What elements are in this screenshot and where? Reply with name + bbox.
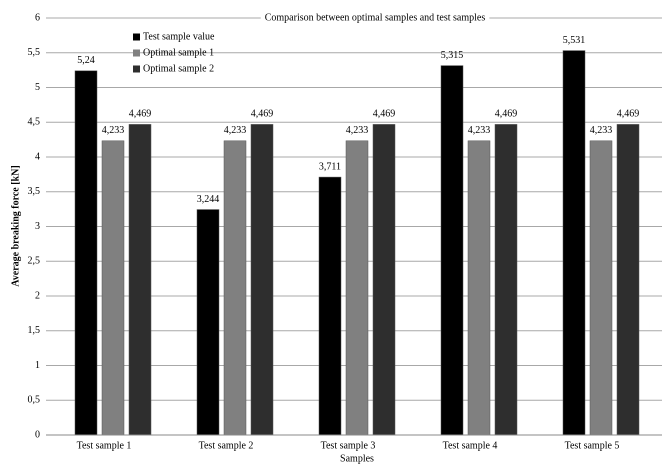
y-tick-label: 5 bbox=[35, 82, 40, 93]
y-tick-label: 1,5 bbox=[28, 325, 41, 336]
x-tick-label: Test sample 4 bbox=[443, 440, 498, 451]
bar bbox=[250, 124, 274, 436]
y-tick-label: 0,5 bbox=[28, 395, 41, 406]
y-tick-label: 0 bbox=[35, 429, 40, 440]
y-tick-label: 2,5 bbox=[28, 256, 41, 267]
bar bbox=[562, 50, 586, 436]
x-tick-label: Test sample 5 bbox=[565, 440, 620, 451]
x-axis-title: Samples bbox=[340, 453, 374, 464]
bar bbox=[223, 140, 247, 436]
value-label: 4,469 bbox=[617, 109, 640, 120]
bar bbox=[345, 140, 369, 436]
bar bbox=[318, 176, 342, 436]
y-axis-title: Average breaking force [kN] bbox=[10, 165, 21, 286]
bar bbox=[467, 140, 491, 436]
bar bbox=[74, 70, 98, 436]
y-tick-label: 3 bbox=[35, 221, 40, 232]
y-tick-label: 1 bbox=[35, 360, 40, 371]
value-label: 4,469 bbox=[495, 109, 518, 120]
bar bbox=[494, 124, 518, 436]
value-label: 3,711 bbox=[319, 161, 341, 172]
legend-label: Optimal sample 1 bbox=[143, 47, 214, 58]
value-label: 5,24 bbox=[77, 55, 95, 66]
value-label: 4,233 bbox=[224, 125, 247, 136]
bar bbox=[616, 124, 640, 436]
legend-marker bbox=[133, 49, 140, 57]
bar bbox=[101, 140, 125, 436]
value-label: 4,233 bbox=[102, 125, 125, 136]
y-tick-label: 4 bbox=[35, 151, 40, 162]
y-tick-label: 2 bbox=[35, 290, 40, 301]
x-tick-label: Test sample 2 bbox=[199, 440, 254, 451]
y-tick-label: 3,5 bbox=[28, 186, 41, 197]
legend-marker bbox=[133, 33, 140, 41]
x-tick-label: Test sample 1 bbox=[77, 440, 132, 451]
chart-title: Comparison between optimal samples and t… bbox=[265, 12, 486, 23]
value-label: 4,469 bbox=[251, 109, 274, 120]
y-tick-label: 5,5 bbox=[28, 47, 41, 58]
bar bbox=[440, 65, 464, 436]
value-label: 3,244 bbox=[197, 194, 220, 205]
legend-marker bbox=[133, 65, 140, 73]
value-label: 4,469 bbox=[373, 109, 396, 120]
y-tick-label: 6 bbox=[35, 12, 40, 23]
y-tick-label: 4,5 bbox=[28, 117, 41, 128]
legend-label: Test sample value bbox=[143, 31, 215, 42]
value-label: 5,315 bbox=[441, 50, 464, 61]
value-label: 4,233 bbox=[468, 125, 491, 136]
value-label: 4,469 bbox=[129, 109, 152, 120]
bar bbox=[589, 140, 613, 436]
legend-label: Optimal sample 2 bbox=[143, 63, 214, 74]
value-label: 4,233 bbox=[346, 125, 369, 136]
value-label: 5,531 bbox=[563, 35, 586, 46]
bar bbox=[196, 209, 220, 436]
x-tick-label: Test sample 3 bbox=[321, 440, 376, 451]
title-background bbox=[260, 12, 490, 24]
value-label: 4,233 bbox=[590, 125, 613, 136]
bar bbox=[372, 124, 396, 436]
bar bbox=[128, 124, 152, 436]
